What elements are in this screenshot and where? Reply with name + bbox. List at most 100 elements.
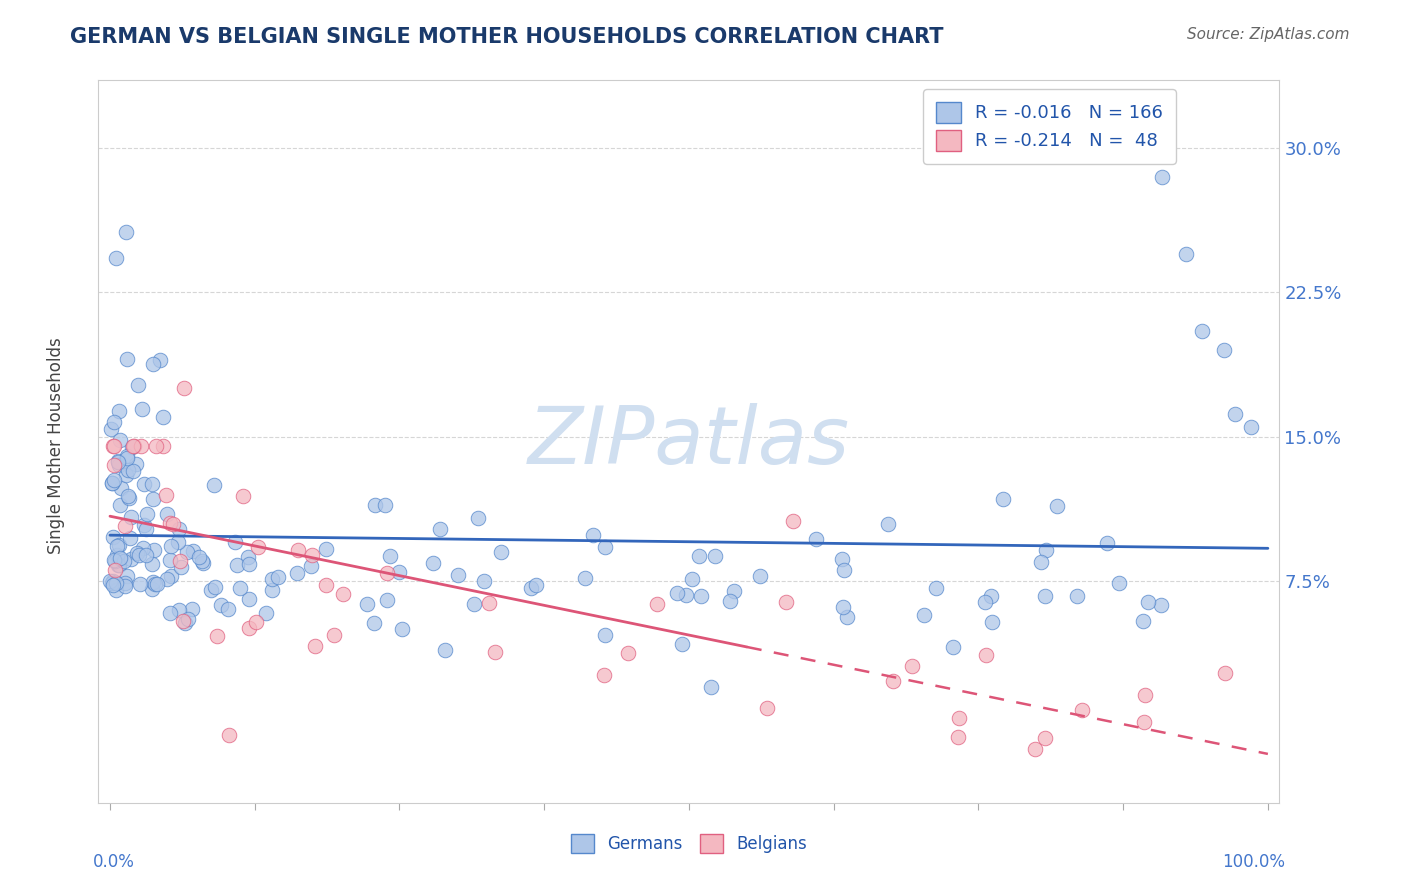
Point [524,577,547,591]
Point [135,548,157,562]
Point [364,498,387,512]
Point [114,519,136,533]
Point [132,518,155,533]
Point [101,574,124,589]
Point [315,578,337,592]
Point [104,563,127,577]
Point [174,615,197,630]
Point [229,582,252,596]
Point [115,225,138,239]
Point [128,577,150,591]
Point [593,541,616,555]
Point [108,538,131,552]
Point [315,542,337,557]
Text: ZIPatlas: ZIPatlas [527,402,851,481]
Point [775,595,797,609]
Point [101,578,124,592]
Point [520,581,543,595]
Point [484,645,506,659]
Text: Single Mother Households: Single Mother Households [48,338,65,554]
Point [804,532,827,546]
Text: 100.0%: 100.0% [1222,854,1285,871]
Point [1150,169,1173,184]
Point [107,455,129,469]
Point [374,499,396,513]
Point [582,528,605,542]
Point [141,582,163,596]
Point [103,474,125,488]
Point [132,541,155,555]
Point [107,558,129,573]
Point [117,491,139,505]
Point [122,439,145,453]
Point [1029,555,1052,569]
Point [145,439,167,453]
Point [463,597,485,611]
Point [388,565,411,579]
Point [105,548,128,562]
Point [1046,499,1069,513]
Point [117,463,139,477]
Point [122,439,145,453]
Point [107,454,129,468]
Point [169,554,191,568]
Point [115,449,138,463]
Point [100,422,122,436]
Point [238,591,260,606]
Point [375,566,398,580]
Point [100,576,122,591]
Point [105,539,128,553]
Point [191,556,214,570]
Point [172,614,194,628]
Point [832,599,855,614]
Point [593,628,616,642]
Point [115,468,138,483]
Point [946,731,969,745]
Point [690,589,713,603]
Point [377,593,399,607]
Point [748,569,770,583]
Point [489,545,512,559]
Point [592,668,614,682]
Point [254,606,277,620]
Point [948,710,970,724]
Point [756,701,779,715]
Point [647,597,669,611]
Text: 0.0%: 0.0% [93,854,135,871]
Point [617,646,640,660]
Point [782,514,804,528]
Point [121,440,143,454]
Point [332,587,354,601]
Point [149,352,172,367]
Point [1240,420,1263,434]
Point [104,575,127,590]
Point [1133,688,1156,702]
Point [429,522,451,536]
Point [108,498,131,512]
Point [141,476,163,491]
Text: Source: ZipAtlas.com: Source: ZipAtlas.com [1187,27,1350,42]
Point [832,563,855,577]
Point [882,674,904,689]
Point [835,609,858,624]
Point [472,574,495,589]
Point [159,516,181,530]
Point [699,680,721,694]
Point [120,551,142,566]
Point [114,576,136,591]
Point [422,556,444,570]
Point [236,549,259,564]
Point [942,640,965,654]
Point [973,595,995,609]
Point [108,558,131,573]
Point [299,558,322,573]
Point [380,549,402,564]
Point [142,575,165,590]
Point [1191,324,1213,338]
Point [101,475,124,490]
Point [304,639,326,653]
Point [247,541,270,555]
Point [101,530,124,544]
Point [322,628,344,642]
Point [1150,598,1173,612]
